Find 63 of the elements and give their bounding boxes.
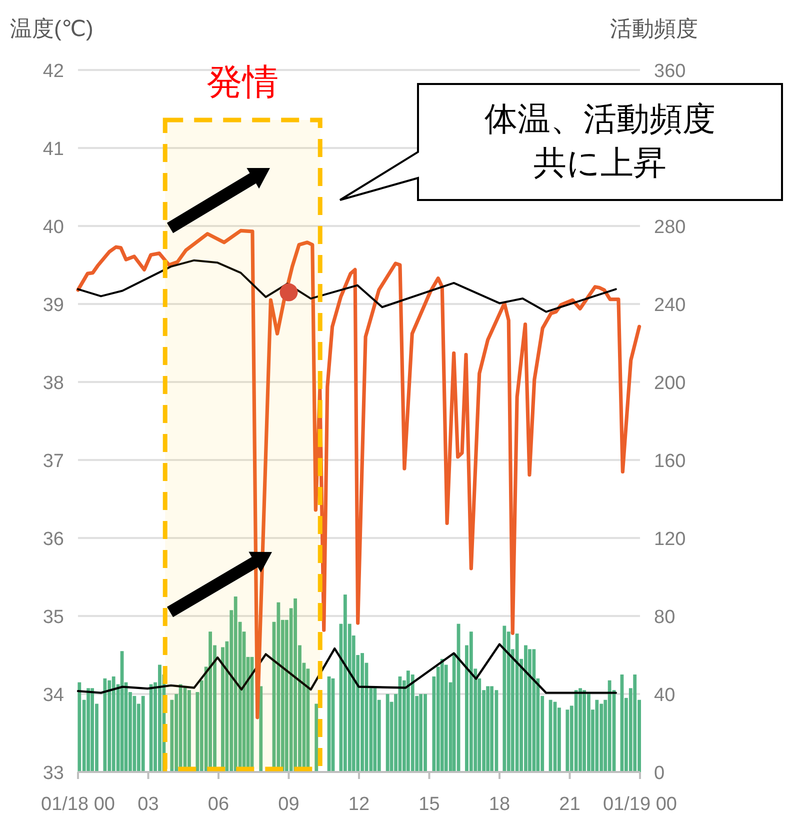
x-tick-label: 01/19 00 xyxy=(603,794,677,813)
annotation: 体温、活動頻度 xyxy=(484,100,716,137)
x-tick-label: 21 xyxy=(559,794,580,813)
bar xyxy=(419,694,423,772)
y2-tick-label: 80 xyxy=(654,607,676,628)
bar xyxy=(440,658,444,772)
y2-axis-title: 活動頻度 xyxy=(610,16,698,41)
x-tick-label: 15 xyxy=(418,794,440,813)
y-tick-label: 33 xyxy=(42,763,64,784)
bar xyxy=(566,710,570,772)
bar xyxy=(149,684,153,772)
y2-tick-label: 40 xyxy=(654,685,676,706)
bar xyxy=(578,688,582,772)
y-tick-label: 40 xyxy=(42,217,64,238)
bar xyxy=(515,634,519,772)
y-tick-label: 37 xyxy=(42,451,64,472)
bar xyxy=(314,704,318,772)
bar xyxy=(103,678,107,772)
bar xyxy=(502,626,506,772)
y2-tick-label: 160 xyxy=(654,451,686,472)
x-tick-label: 09 xyxy=(278,794,300,813)
bar xyxy=(112,676,116,772)
line-series xyxy=(76,228,642,720)
bar xyxy=(469,632,473,772)
line-series xyxy=(77,259,617,313)
bar xyxy=(86,688,90,772)
band-label: 発情 xyxy=(206,61,279,102)
bar xyxy=(486,686,490,772)
bar xyxy=(132,696,136,772)
y2-tick-label: 360 xyxy=(654,61,686,82)
bar xyxy=(633,674,637,772)
y2-tick-label: 280 xyxy=(654,217,686,238)
y-tick-label: 34 xyxy=(42,685,64,706)
bar xyxy=(259,686,263,772)
y2-tick-label: 0 xyxy=(654,763,665,784)
annotation: 共に上昇 xyxy=(534,144,666,181)
bar xyxy=(410,674,414,772)
y2-tick-label: 120 xyxy=(654,529,686,550)
bar xyxy=(574,690,578,772)
x-tick-label: 18 xyxy=(488,794,510,813)
bar xyxy=(386,694,390,772)
x-tick-label: 01/18 00 xyxy=(41,794,115,813)
bar xyxy=(595,700,599,772)
y-tick-label: 38 xyxy=(42,373,64,394)
bar xyxy=(608,680,612,772)
bar xyxy=(373,688,377,772)
y-axis-title: 温度(℃) xyxy=(10,16,94,41)
x-tick-label: 06 xyxy=(208,794,230,813)
y-tick-label: 39 xyxy=(42,295,64,316)
bar xyxy=(234,596,238,772)
y-tick-label: 42 xyxy=(42,61,64,82)
y-tick-label: 35 xyxy=(42,607,64,628)
line-series xyxy=(76,643,617,694)
x-tick-label: 12 xyxy=(348,794,370,813)
y-tick-label: 36 xyxy=(42,529,64,550)
y2-tick-label: 240 xyxy=(654,295,686,316)
y2-tick-label: 200 xyxy=(654,373,686,394)
bar xyxy=(532,649,536,772)
bar xyxy=(528,649,532,772)
x-tick-label: 03 xyxy=(138,794,159,813)
bar xyxy=(294,598,298,772)
y-tick-label: 41 xyxy=(42,139,64,160)
bar xyxy=(141,696,145,772)
